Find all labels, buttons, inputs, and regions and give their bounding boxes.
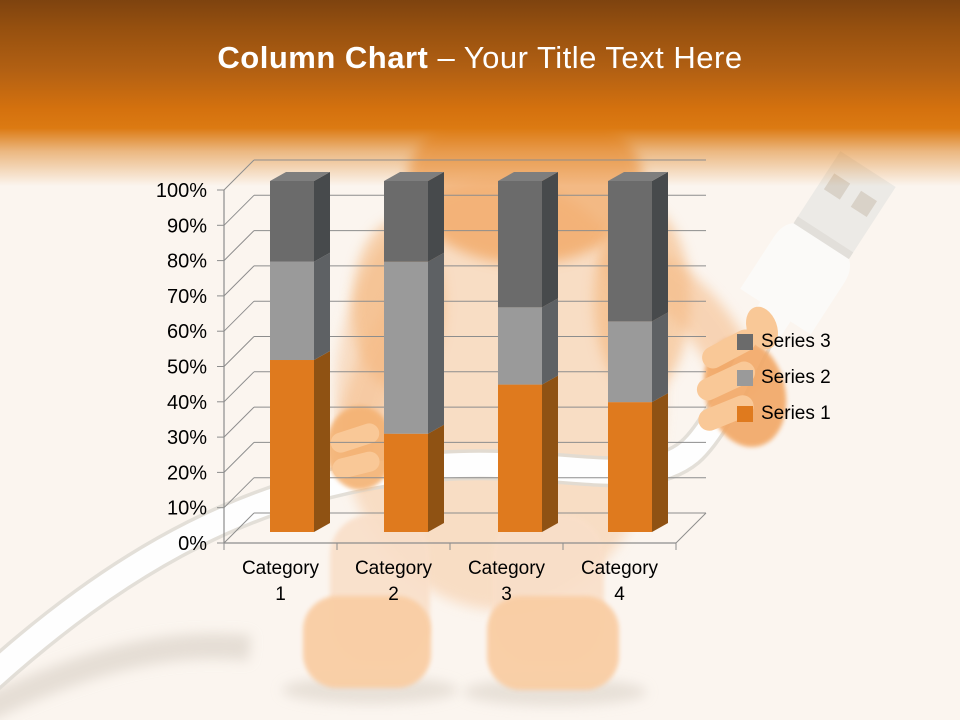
figure-foot-right — [487, 596, 619, 690]
grid-diagonal — [223, 265, 255, 297]
legend-swatch — [737, 370, 753, 386]
bar-segment-front — [608, 181, 652, 322]
figure-finger — [332, 451, 380, 479]
bar-segment-front — [498, 384, 542, 532]
bar-top-face — [608, 172, 668, 181]
category-label: Category 1 — [241, 558, 320, 605]
bar-segment-front — [270, 181, 314, 262]
grid-diagonal — [223, 442, 255, 473]
page-title-bold: Column Chart — [217, 40, 429, 75]
bar-segment-side — [542, 172, 558, 308]
grid-diagonal — [223, 477, 255, 509]
title-banner — [0, 0, 960, 128]
grid-diagonal — [223, 371, 255, 403]
y-tick-label: 80% — [167, 251, 207, 273]
figure-finger — [330, 423, 380, 453]
bar-segment-side — [428, 172, 444, 262]
y-tick-label: 20% — [167, 462, 207, 484]
bar-segment-side — [428, 252, 444, 434]
bar-segment-front — [384, 433, 428, 532]
x-axis-labels: Category 1 Category 2 Category 3 Category 4 — [0, 556, 960, 616]
grid-diagonal — [223, 336, 255, 367]
grid-diagonal — [223, 159, 255, 191]
page-title: Column Chart – Your Title Text Here — [0, 40, 960, 76]
bar-segment-front — [608, 321, 652, 403]
bar-segment-side — [542, 298, 558, 385]
bar-segment-side — [314, 351, 330, 532]
y-tick-label: 50% — [167, 357, 207, 379]
bar-segment-side — [652, 393, 668, 532]
bar-segment-front — [270, 360, 314, 532]
title-banner-fade — [0, 128, 960, 186]
y-tick-label: 100% — [156, 180, 207, 202]
cable-shadow — [0, 633, 252, 717]
bar-segment-side — [542, 375, 558, 532]
bar-segment-front — [384, 181, 428, 262]
grid-diagonal — [223, 300, 255, 332]
grid-diagonal — [223, 512, 255, 544]
legend-label: Series 2 — [761, 367, 831, 388]
grid-diagonal — [223, 406, 255, 438]
bar-segment-side — [314, 252, 330, 361]
bar-segment-side — [652, 312, 668, 403]
y-tick-label: 90% — [167, 215, 207, 237]
bar-segment-side — [428, 424, 444, 532]
bar-top-face — [384, 172, 444, 181]
grid-diagonal — [223, 230, 255, 261]
y-tick-label: 40% — [167, 392, 207, 414]
y-tick-label: 0% — [178, 533, 207, 555]
bar-top-face — [498, 172, 558, 181]
bar-segment-side — [652, 172, 668, 322]
bar-segment-front — [270, 261, 314, 361]
legend-swatch — [737, 406, 753, 422]
legend-item: Series 3 — [737, 331, 831, 353]
legend-item: Series 2 — [737, 367, 831, 389]
legend-label: Series 1 — [761, 403, 831, 424]
figure-thumb — [746, 306, 778, 350]
y-tick-label: 70% — [167, 286, 207, 308]
bar-segment-front — [384, 261, 428, 434]
floor-right-edge — [675, 512, 707, 544]
grid-diagonal — [223, 194, 255, 226]
category-label: Category 2 — [354, 558, 433, 605]
y-tick-label: 30% — [167, 427, 207, 449]
bar-top-face — [270, 172, 330, 181]
category-label: Category 4 — [580, 558, 659, 605]
legend-swatch — [737, 334, 753, 350]
legend-label: Series 3 — [761, 331, 831, 352]
figure-foot-left — [303, 596, 431, 688]
bar-segment-front — [498, 307, 542, 385]
category-label: Category 3 — [467, 558, 546, 605]
page-title-separator: – — [437, 40, 456, 75]
bar-segment-side — [314, 172, 330, 262]
bar-segment-front — [498, 181, 542, 308]
y-tick-label: 60% — [167, 321, 207, 343]
chart-legend: Series 3 Series 2 Series 1 — [737, 331, 831, 439]
y-tick-label: 10% — [167, 498, 207, 520]
figure-finger — [698, 395, 754, 431]
page-title-rest: Your Title Text Here — [463, 40, 743, 75]
legend-item: Series 1 — [737, 403, 831, 425]
bar-segment-front — [608, 402, 652, 532]
